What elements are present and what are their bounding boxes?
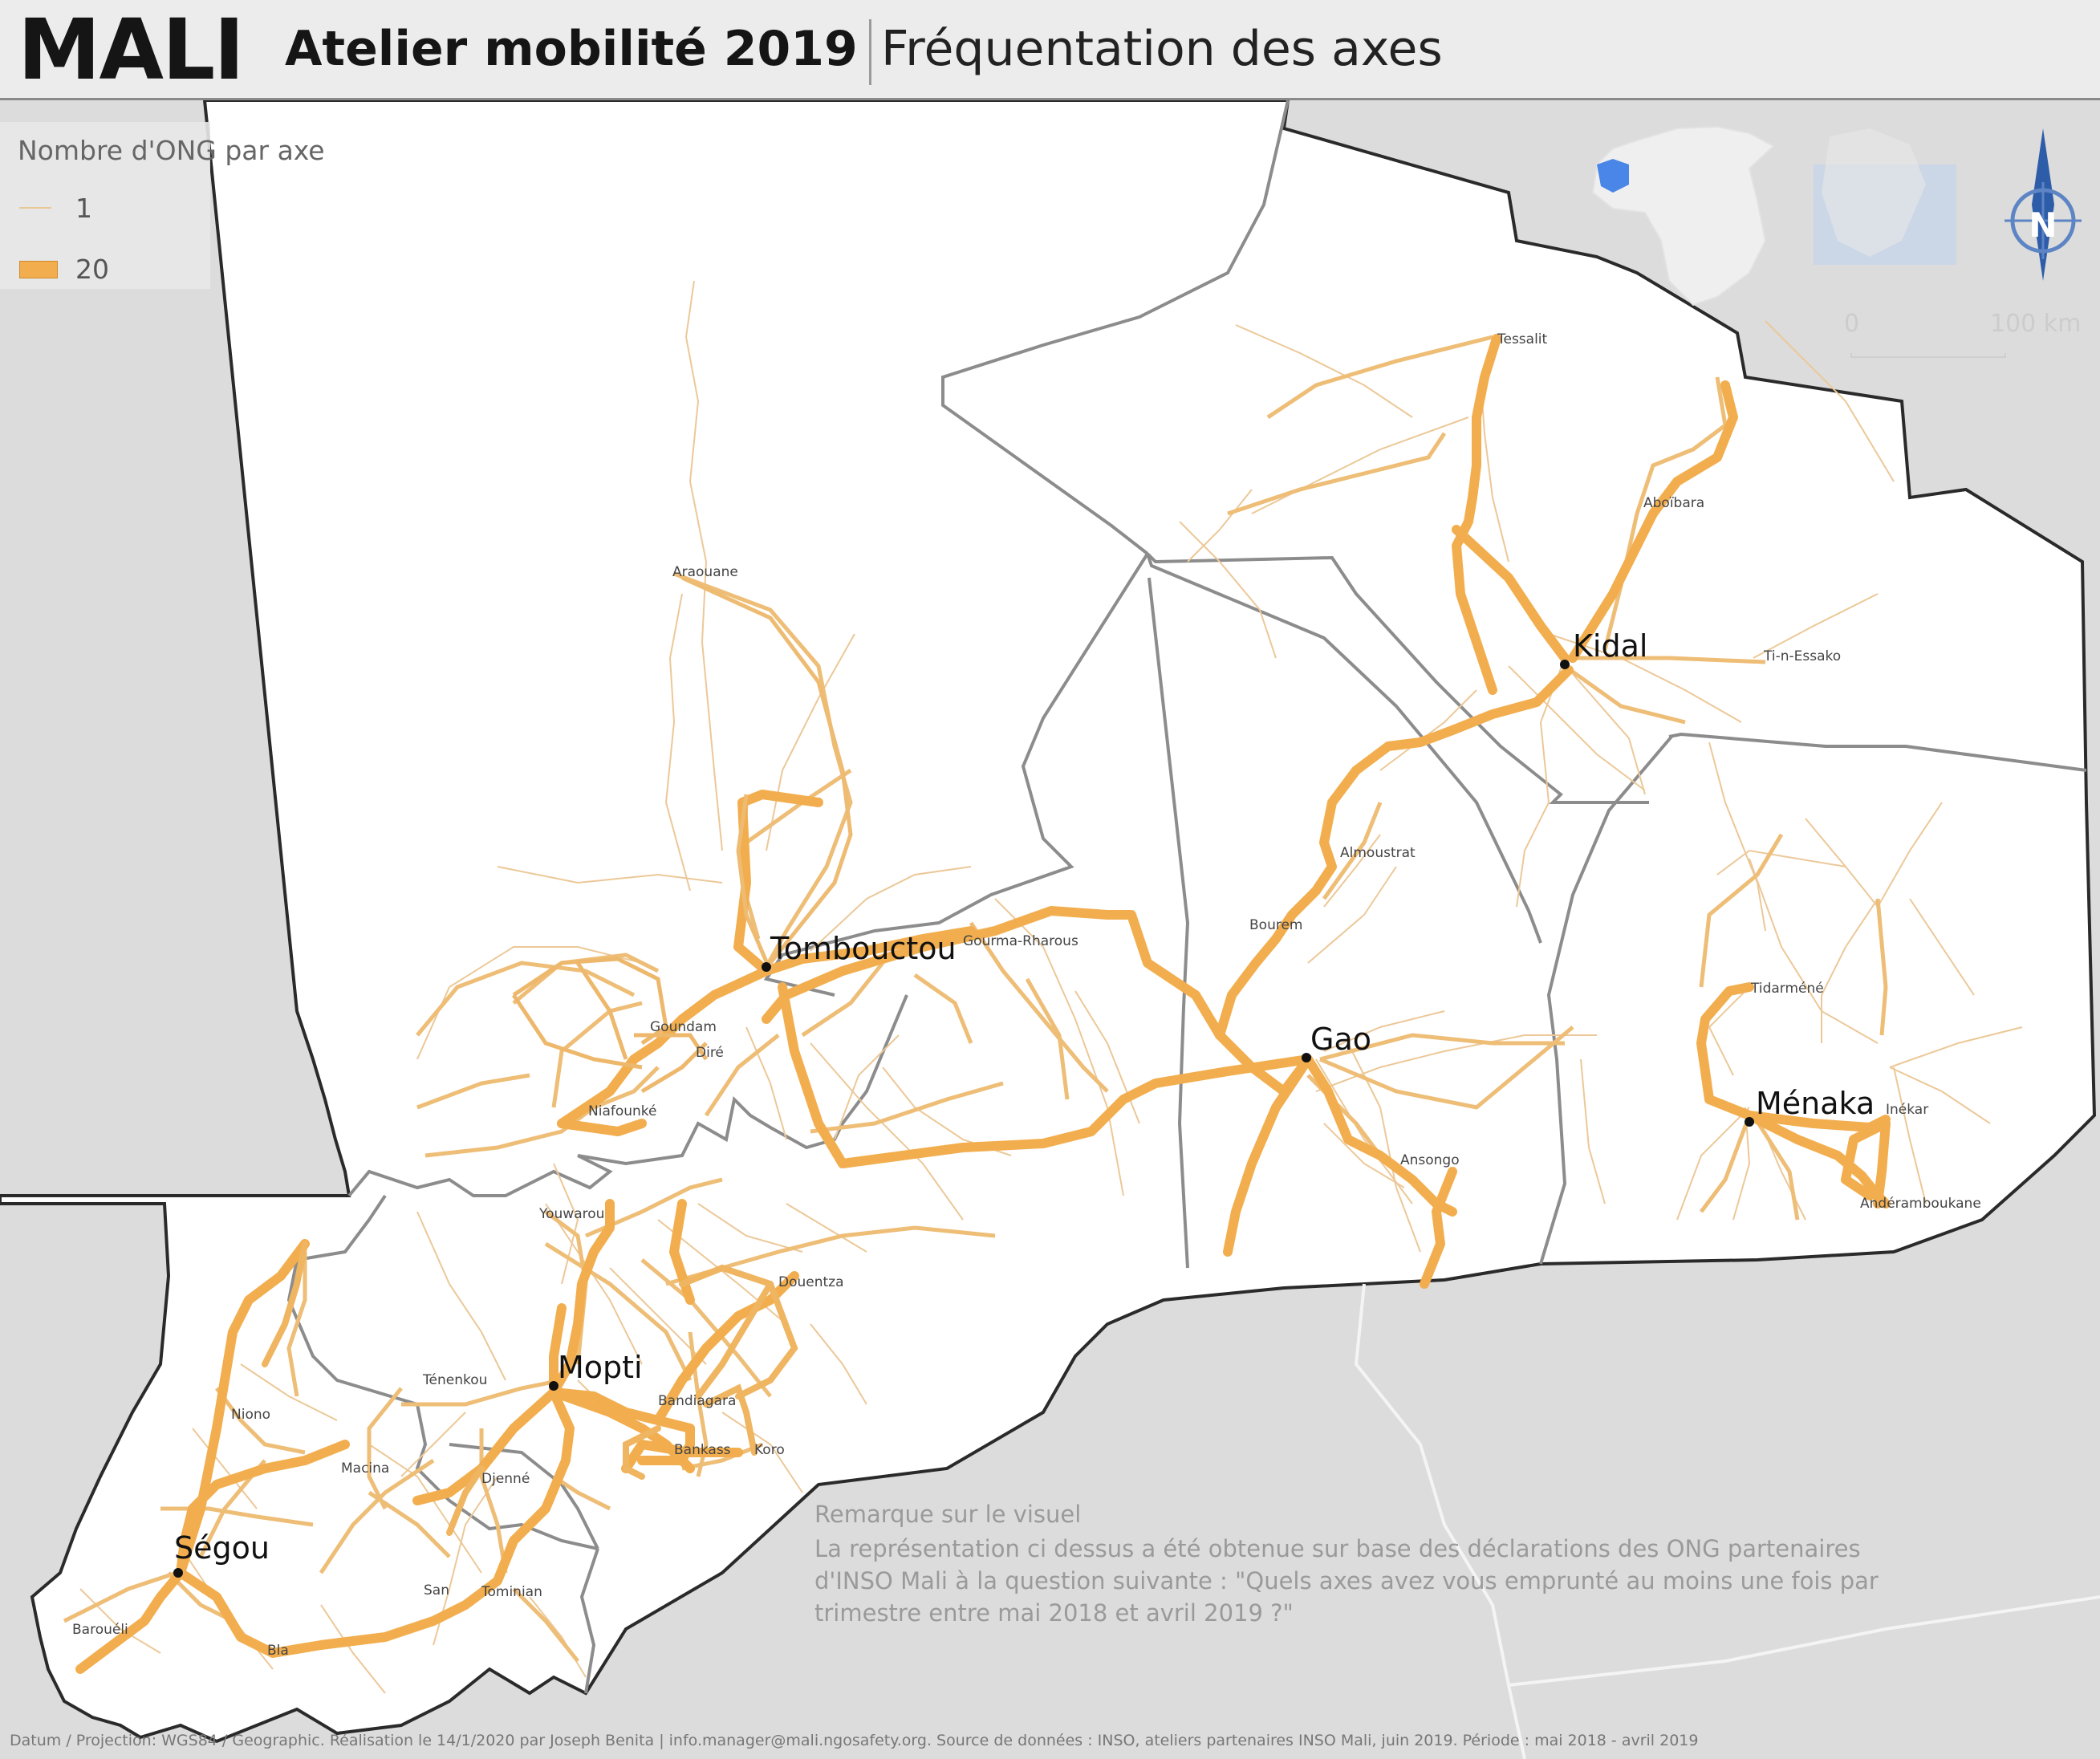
map-subtitle: Atelier mobilité 2019 (285, 21, 858, 77)
axes-north (680, 575, 853, 972)
city-dot (1302, 1053, 1311, 1062)
scale-zero-label: 0 (1844, 310, 1860, 338)
city-dot (549, 1381, 559, 1391)
place-label: Gourma-Rharous (963, 933, 1078, 949)
city-label: Ménaka (1756, 1086, 1875, 1121)
place-label: Youwarou (538, 1206, 604, 1222)
place-label: Tominian (481, 1584, 542, 1600)
axes-heavy (75, 334, 1891, 1674)
place-label: Almoustrat (1340, 845, 1416, 861)
place-label: Ti-n-Essako (1763, 648, 1841, 664)
city-label: Gao (1310, 1022, 1371, 1057)
place-label: Tessalit (1497, 331, 1548, 347)
place-label: Tidarméné (1750, 981, 1824, 997)
place-label: Macina (341, 1460, 389, 1477)
legend-min-label: 1 (75, 193, 92, 224)
place-label: Barouéli (72, 1622, 128, 1638)
place-label: Goundam (650, 1019, 717, 1035)
place-label: Bourem (1249, 917, 1302, 933)
north-label: N (2029, 205, 2057, 245)
city-dot (762, 962, 771, 972)
place-label: Bla (267, 1643, 289, 1659)
country-title: MALI (18, 1, 245, 99)
place-label: Koro (754, 1442, 785, 1458)
place-label: Ansongo (1400, 1152, 1460, 1168)
place-label: Niafounké (588, 1103, 657, 1119)
axes-mopti-east (549, 1387, 695, 1465)
mali-territory (0, 99, 2097, 1744)
place-label: Aboïbara (1643, 495, 1704, 511)
title-separator (869, 19, 871, 85)
place-label: Ténenkou (422, 1372, 487, 1388)
footer-credits: Datum / Projection: WGS84 / Geographic. … (10, 1732, 1699, 1749)
place-label: Araouane (672, 564, 738, 580)
legend-title: Nombre d'ONG par axe (18, 135, 325, 166)
note-title: Remarque sur le visuel (814, 1501, 1082, 1528)
place-label: Douentza (778, 1274, 844, 1290)
place-label: Diré (696, 1045, 724, 1061)
place-label: Inékar (1886, 1102, 1928, 1118)
scale-max-label: 100 km (1990, 310, 2082, 338)
neighbor-boundaries (1354, 1283, 2100, 1759)
note-body: La représentation ci dessus a été obtenu… (814, 1535, 1879, 1627)
place-label: Niono (231, 1407, 270, 1423)
legend-max-label: 20 (75, 254, 109, 285)
city-dot (1745, 1117, 1754, 1127)
axes-goundam (511, 957, 709, 1094)
city-dot (173, 1568, 183, 1578)
map-theme: Fréquentation des axes (881, 21, 1443, 77)
city-label: Tombouctou (770, 931, 957, 966)
place-label: Bankass (674, 1442, 731, 1458)
axes-medium-heavy (262, 1241, 798, 1536)
legend-thin-axis-icon (19, 207, 51, 209)
place-label: San (424, 1582, 449, 1599)
city-label: Mopti (558, 1350, 643, 1385)
place-label: Djenné (481, 1471, 530, 1487)
title-bar: MALI Atelier mobilité 2019 Fréquentation… (0, 0, 2100, 100)
scale-bar (1850, 353, 2006, 358)
mali-highlight-icon (1597, 159, 1629, 193)
place-label: Andéramboukane (1860, 1196, 1981, 1212)
north-arrow-icon: N (2005, 128, 2082, 281)
africa-inset (1591, 125, 1956, 307)
city-label: Ségou (174, 1530, 270, 1566)
city-dot (1560, 660, 1570, 669)
place-label: Bandiagara (658, 1393, 736, 1409)
legend-thick-axis-icon (19, 261, 58, 278)
city-label: Kidal (1573, 628, 1647, 664)
places-layer: Tombouctou Kidal Gao Ménaka Mopti Ségou Tessal… (72, 331, 1981, 1659)
